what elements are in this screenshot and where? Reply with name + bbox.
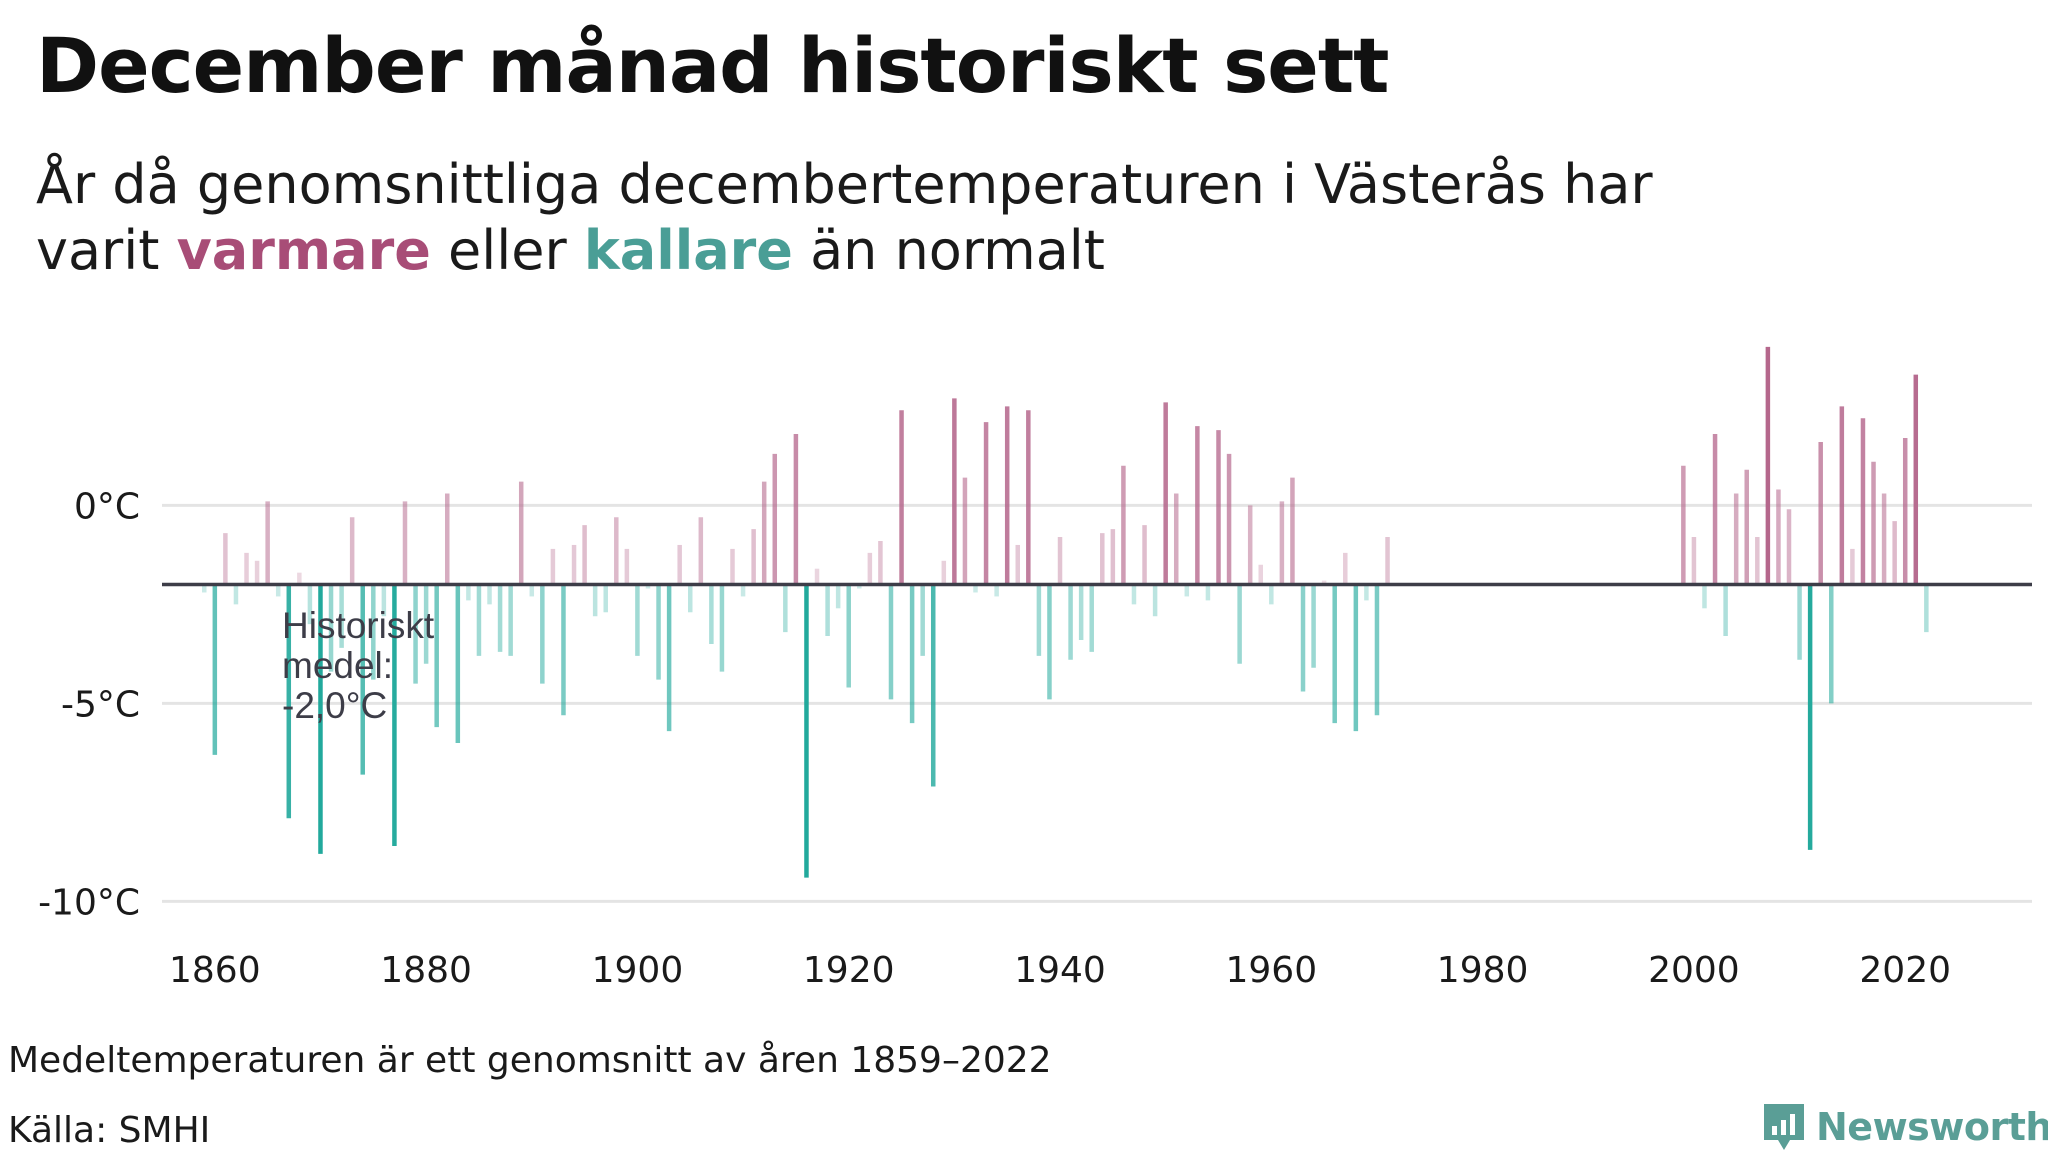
subtitle-warm-word: varmare (176, 219, 431, 282)
baseline-label-line: Historiskt (282, 605, 435, 646)
y-tick-label: -10°C (38, 882, 140, 923)
bars (202, 346, 1929, 878)
x-tick-label: 1940 (1014, 950, 1106, 991)
temperature-anomaly-chart: 0°C -5°C -10°C 1860 1880 1900 1920 1940 1960 198… (38, 346, 2032, 991)
subtitle-line-1: År då genomsnittliga decembertemperature… (36, 153, 1653, 216)
x-tick-label: 1920 (803, 950, 895, 991)
subtitle-line-2: varit varmare eller kallare än normalt (36, 218, 1736, 284)
grid-lines (162, 503, 2032, 903)
x-tick-label: 1900 (592, 950, 684, 991)
x-tick-label: 2000 (1648, 950, 1740, 991)
y-axis-tick-labels: 0°C -5°C -10°C (38, 486, 140, 923)
x-axis-tick-labels: 1860 1880 1900 1920 1940 1960 1980 2000 2020 (169, 950, 1951, 991)
y-tick-label: 0°C (74, 486, 140, 527)
x-tick-label: 2020 (1859, 950, 1951, 991)
x-tick-label: 1880 (380, 950, 472, 991)
baseline-label-line: medel: (282, 645, 393, 686)
x-tick-label: 1960 (1226, 950, 1318, 991)
page-title: December månad historiskt sett (36, 21, 1390, 110)
subtitle-cold-word: kallare (583, 219, 793, 282)
subtitle: År då genomsnittliga decembertemperature… (36, 152, 1736, 284)
brand-name: Newsworthy (1816, 1105, 2048, 1149)
newsworthy-logo-icon (1764, 1104, 1804, 1150)
brand-logo: Newsworthy (1762, 1102, 2048, 1152)
footnote: Medeltemperaturen är ett genomsnitt av å… (8, 1040, 1052, 1081)
source-note: Källa: SMHI (8, 1110, 211, 1151)
x-tick-label: 1980 (1437, 950, 1529, 991)
subtitle-prefix: varit (36, 219, 160, 282)
y-tick-label: -5°C (61, 684, 140, 725)
subtitle-middle: eller (448, 219, 567, 282)
baseline-label-line: -2,0°C (282, 685, 387, 726)
x-tick-label: 1860 (169, 950, 261, 991)
subtitle-suffix: än normalt (810, 219, 1105, 282)
